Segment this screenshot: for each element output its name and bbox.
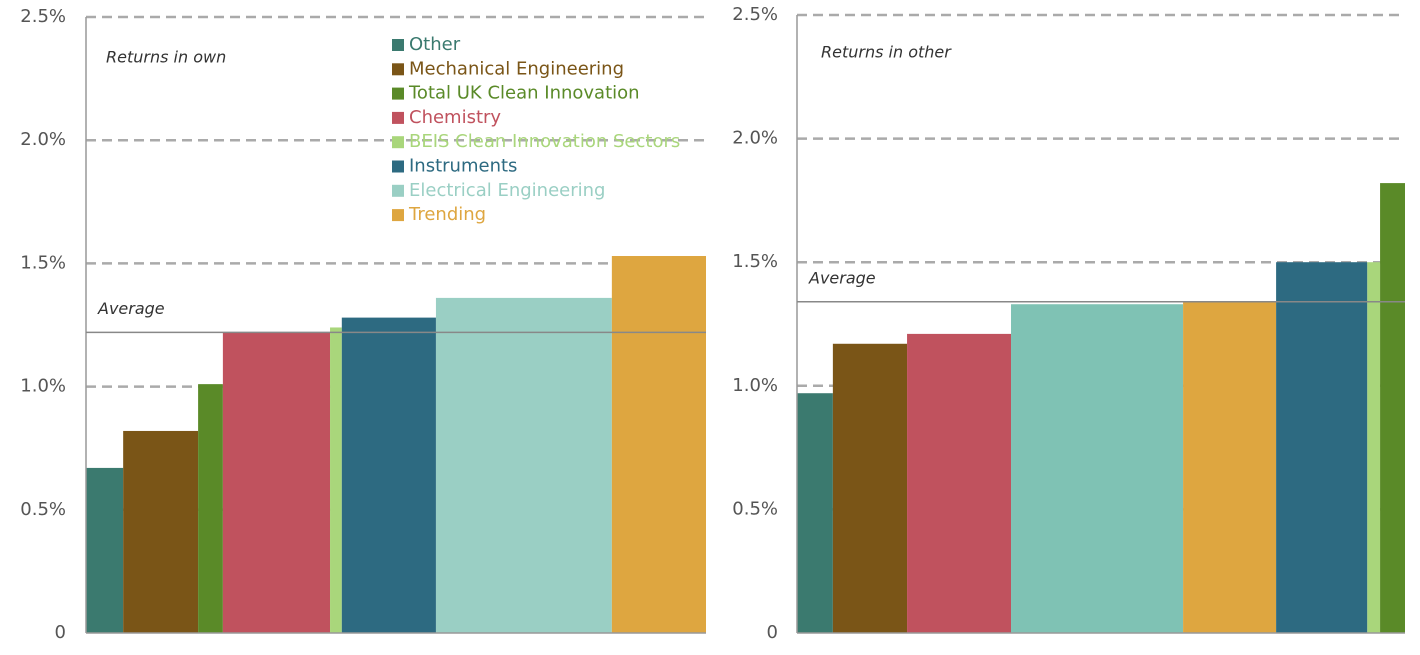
average-label: Average bbox=[808, 268, 876, 287]
legend-label: Instruments bbox=[409, 156, 517, 177]
bar bbox=[86, 467, 124, 633]
legend-swatch bbox=[392, 111, 404, 124]
bar bbox=[330, 327, 342, 633]
y-tick-label: 1.0% bbox=[20, 376, 66, 397]
chart-title: Returns in other bbox=[821, 43, 952, 62]
legend-swatch bbox=[392, 63, 404, 76]
legend-label: BEIS Clean Innovation Sectors bbox=[409, 131, 680, 152]
bar bbox=[341, 317, 436, 633]
legend-swatch bbox=[392, 136, 404, 149]
y-tick-label: 2.5% bbox=[732, 4, 778, 25]
bar bbox=[611, 256, 706, 633]
legend-label: Chemistry bbox=[409, 107, 501, 128]
legend-swatch bbox=[392, 87, 404, 100]
y-tick-label: 1.0% bbox=[732, 375, 778, 396]
y-tick-label: 2.5% bbox=[20, 6, 66, 27]
y-tick-label: 0 bbox=[55, 622, 66, 643]
bar bbox=[222, 332, 331, 633]
legend-swatch bbox=[392, 39, 404, 51]
bar bbox=[907, 333, 1012, 633]
y-tick-label: 2.0% bbox=[732, 128, 778, 149]
bar bbox=[198, 384, 223, 633]
bar bbox=[1011, 304, 1184, 633]
legend-label: Mechanical Engineering bbox=[409, 58, 624, 79]
legend-label: Trending bbox=[408, 204, 486, 225]
y-tick-label: 1.5% bbox=[20, 252, 66, 273]
legend-label: Electrical Engineering bbox=[409, 180, 605, 201]
legend-swatch bbox=[392, 184, 404, 197]
bar bbox=[1367, 262, 1381, 633]
y-tick-label: 2.0% bbox=[20, 129, 66, 150]
bar bbox=[435, 297, 612, 633]
bar bbox=[797, 393, 833, 633]
y-tick-label: 0.5% bbox=[732, 498, 778, 519]
legend-label: Other bbox=[409, 34, 461, 55]
bar bbox=[832, 343, 908, 633]
bar bbox=[1380, 183, 1405, 633]
y-tick-label: 1.5% bbox=[732, 251, 778, 272]
bar bbox=[1276, 262, 1368, 633]
legend-swatch bbox=[392, 160, 404, 173]
legend-swatch bbox=[392, 209, 404, 222]
y-tick-label: 0 bbox=[767, 622, 778, 643]
bar bbox=[1183, 301, 1277, 633]
chart-title: Returns in own bbox=[106, 48, 226, 67]
average-label: Average bbox=[97, 299, 165, 318]
bar bbox=[123, 430, 199, 633]
legend-label: Total UK Clean Innovation bbox=[408, 83, 640, 104]
y-tick-label: 0.5% bbox=[20, 499, 66, 520]
